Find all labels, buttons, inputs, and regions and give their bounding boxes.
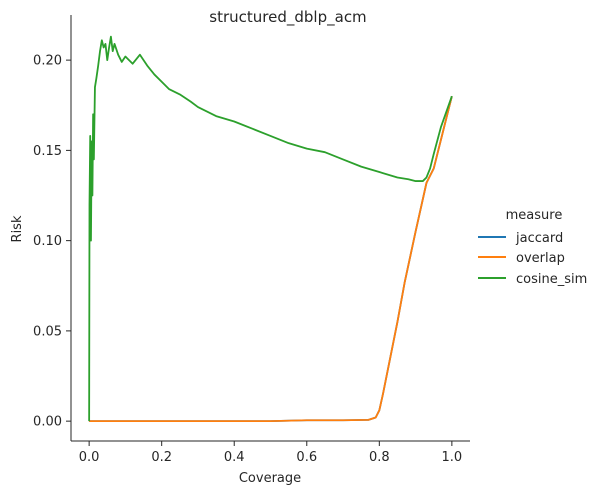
y-tick-label: 0.05 bbox=[33, 324, 62, 339]
x-tick-label: 0.6 bbox=[296, 450, 317, 465]
chart-title: structured_dblp_acm bbox=[209, 8, 366, 27]
y-tick-label: 0.15 bbox=[33, 144, 62, 159]
y-ticks: 0.00 0.05 0.10 0.15 0.20 bbox=[33, 54, 71, 430]
x-axis-label: Coverage bbox=[239, 471, 301, 486]
series-line-overlap bbox=[89, 96, 453, 423]
x-tick-label: 0.8 bbox=[369, 450, 390, 465]
y-tick-label: 0.00 bbox=[33, 415, 62, 430]
x-tick-label: 0.4 bbox=[224, 450, 245, 465]
series-line-cosine-sim bbox=[88, 35, 453, 422]
y-tick-label: 0.20 bbox=[33, 54, 62, 69]
series-line-jaccard bbox=[89, 96, 453, 423]
legend-label-cosine-sim: cosine_sim bbox=[516, 272, 587, 287]
x-tick-label: 0.0 bbox=[79, 450, 100, 465]
x-ticks: 0.0 0.2 0.4 0.6 0.8 1.0 bbox=[79, 441, 462, 465]
y-axis-label: Risk bbox=[10, 215, 25, 242]
legend-title: measure bbox=[506, 208, 563, 223]
x-tick-label: 0.2 bbox=[151, 450, 172, 465]
y-tick-label: 0.10 bbox=[33, 234, 62, 249]
legend-label-jaccard: jaccard bbox=[515, 231, 563, 246]
legend: measure jaccard overlap cosine_sim bbox=[478, 208, 587, 287]
legend-label-overlap: overlap bbox=[516, 251, 565, 266]
x-tick-label: 1.0 bbox=[442, 450, 463, 465]
series-layer bbox=[88, 35, 453, 423]
